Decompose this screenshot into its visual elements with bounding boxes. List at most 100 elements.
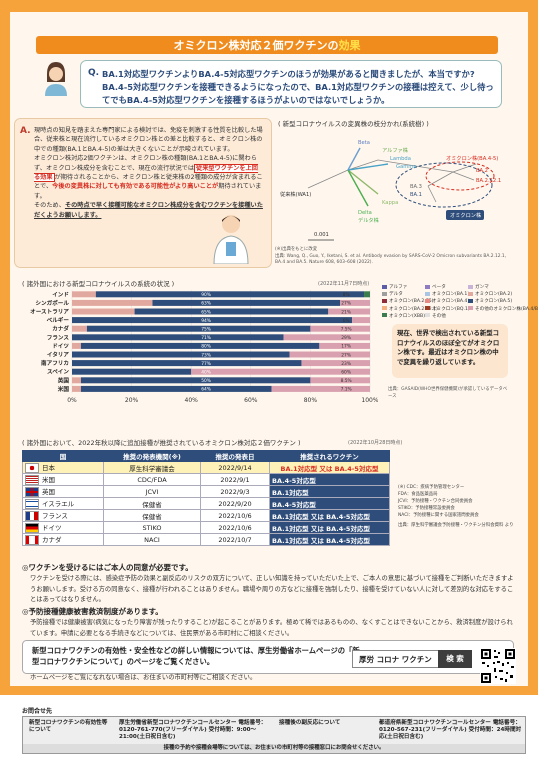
date-cell: 2022/9/1 [200, 473, 270, 486]
inquiry-mhlw-callcenter: 厚生労働省新型コロナワクチンコールセンター 電話番号：0120-761-770(… [119, 720, 267, 741]
chart-date: (2022年11月7日時点) [318, 281, 370, 287]
israel-flag-icon [25, 499, 39, 509]
bar-segment [72, 325, 87, 332]
data-label: 6% [343, 318, 350, 324]
vaccine-cell: BA.1対応型 [269, 485, 390, 498]
table-row: カナダ NACI 2022/10/7 BA.1対応型 又は BA.4-5対応型 [22, 533, 390, 546]
legend-swatch [382, 306, 387, 311]
bar-segment [72, 334, 284, 341]
table-row: ドイツ STIKO 2022/10/6 BA.1対応型 又は BA.4-5対応型 [22, 521, 390, 534]
bar-segment [152, 299, 341, 306]
org-cell: STIKO [103, 521, 201, 534]
inquiry-bottom-note: 接種の予約や接種会場等については、お住まいの市町村等の接種窓口にお問合せください… [23, 744, 525, 753]
data-label: 29% [341, 335, 351, 341]
answer-p2c: が期待されることから、オミクロン株と従来株の2種類の成分が含まれることで、 [34, 174, 263, 191]
data-label: 80% [201, 344, 211, 350]
inquiry-side-effects: 接種後の副反応について [279, 720, 341, 726]
tree-label-delta-jp: デルタ株 [358, 216, 380, 224]
vaccine-cell: BA.1対応型 又は BA.4-5対応型 [269, 521, 390, 534]
date-cell: 2022/9/14 [200, 461, 270, 474]
legend-swatch [468, 306, 473, 311]
legend-swatch [425, 284, 430, 289]
country-cell: フランス [22, 509, 104, 522]
country-name: フランス [42, 512, 68, 520]
tree-source: (※)出典をもとに改変 出典: Wang, Q., Guo, Y., Iketa… [275, 247, 511, 267]
abbr-line: FDA：食品医薬品局 [398, 492, 438, 497]
header-country: 国 [22, 450, 104, 462]
country-cell: ドイツ [22, 521, 104, 534]
category-label: フランス [47, 334, 70, 341]
legend-label: その他 [432, 313, 446, 319]
header-org: 推奨の発表機関(※) [103, 450, 201, 462]
x-tick-label: 100% [361, 397, 378, 404]
data-label: 63% [201, 301, 211, 307]
answer-text: 現時点の知見を踏まえた専門家による検討では、免疫を刺激する性質を比較した場合、従… [34, 126, 264, 220]
x-tick-label: 80% [304, 397, 318, 404]
answer-box: A. 現時点の知見を踏まえた専門家による検討では、免疫を刺激する性質を比較した場… [14, 118, 272, 268]
variant-stacked-bar-chart: 0% 20% 40% 60% 80% 100% インド 90% 8% シンガポール 63% 27% オー… [30, 290, 378, 404]
tree-label-ba3: BA.3 [410, 184, 422, 190]
question-text: BA.1対応型ワクチンよりBA.4-5対応型ワクチンのほうが効果があると聞きまし… [102, 69, 494, 105]
org-cell: 厚生科学審議会 [103, 461, 201, 474]
data-label: 23% [341, 361, 351, 367]
qr-code-icon[interactable] [480, 648, 516, 684]
answer-p2d: 今後の変異株に対しても有効である可能性がより高いことが [52, 183, 219, 191]
data-label: 73% [201, 352, 211, 358]
abbr-line: 出典：厚生科学審議会予防接種・ワクチン分科会資料 より [398, 523, 514, 528]
category-label: 南アフリカ [41, 359, 69, 367]
x-tick-label: 20% [125, 397, 139, 404]
legend-swatch [425, 298, 430, 303]
legend-item: オミクロン(BA.1) [425, 291, 469, 298]
table-row: イスラエル 保健省 2022/9/20 BA.4-5対応型 [22, 497, 390, 510]
legend-swatch [425, 313, 430, 318]
legend-label: ガンマ [475, 285, 489, 290]
data-label: 7.1% [341, 387, 352, 393]
data-label: 65% [201, 309, 211, 315]
bar-segment [191, 368, 370, 375]
legend-label: その他のオミクロン株(BA.4/BA.5系統) [475, 306, 538, 312]
legend-label: オミクロン(BA.2.12.1) [389, 306, 438, 312]
bar-segment [72, 299, 153, 306]
search-button[interactable]: 検 索 [438, 650, 472, 668]
answer-box-bg [14, 118, 272, 268]
org-cell: NACI [103, 533, 201, 546]
org-cell: JCVI [103, 485, 201, 498]
tree-label-ba2121: BA.2.12.1 [476, 178, 501, 184]
vaccine-cell: BA.4-5対応型 [269, 497, 390, 510]
inquiry-label: お問合せ先 [22, 708, 53, 715]
category-label: シンガポール [35, 299, 69, 307]
legend-label: オミクロン(BQ.1) [432, 306, 470, 312]
legend-item: オミクロン(BA.5) [468, 298, 512, 305]
france-flag-icon [25, 511, 39, 521]
vaccine-cell: BA.1対応型 又は BA.4-5対応型 [269, 533, 390, 546]
data-label: 27% [341, 301, 351, 307]
header-date: 推奨の発表日 [200, 450, 270, 462]
legend-item: オミクロン(BQ.1) [425, 306, 470, 313]
category-label: ドイツ [52, 343, 69, 350]
recommend-abbreviations: (※) CDC：疾病予防管理センター FDA：食品医薬品局 JCVI：予防接種・… [398, 484, 516, 529]
doctor-illustration [213, 215, 249, 264]
data-label: 90% [201, 292, 211, 298]
bar-segment [80, 385, 272, 392]
data-label: 71% [201, 335, 211, 341]
legend-swatch [468, 291, 473, 296]
country-name: 日本 [42, 464, 55, 472]
tree-label-gamma: Gamma [396, 164, 416, 170]
legend-item: オミクロン(BA.4) [425, 298, 469, 305]
legend-item: デルタ [382, 291, 425, 298]
data-label: 17% [341, 344, 351, 350]
tree-label-delta: Delta [358, 210, 372, 216]
answer-p2e: 期待されています。 [34, 183, 262, 200]
contact-text: 新型コロナワクチンの有効性・安全性などの詳しい情報については、厚生労働省ホームペ… [32, 646, 360, 666]
answer-p1: 現時点の知見を踏まえた専門家による検討では、免疫を刺激する性質を比較した場合、従… [34, 127, 263, 153]
data-label: 75% [201, 327, 211, 333]
bar-segment [72, 368, 192, 375]
x-tick-label: 40% [185, 397, 199, 404]
category-label: オーストラリア [30, 309, 69, 316]
country-cell: 日本 [22, 461, 104, 474]
legend-swatch [468, 284, 473, 289]
abbr-line: STIKO：予防接種常設委員会 [398, 506, 455, 511]
bar-segment [95, 291, 365, 298]
tree-label-omicron: オミクロン株 [450, 211, 482, 219]
org-cell: CDC/FDA [103, 473, 201, 486]
